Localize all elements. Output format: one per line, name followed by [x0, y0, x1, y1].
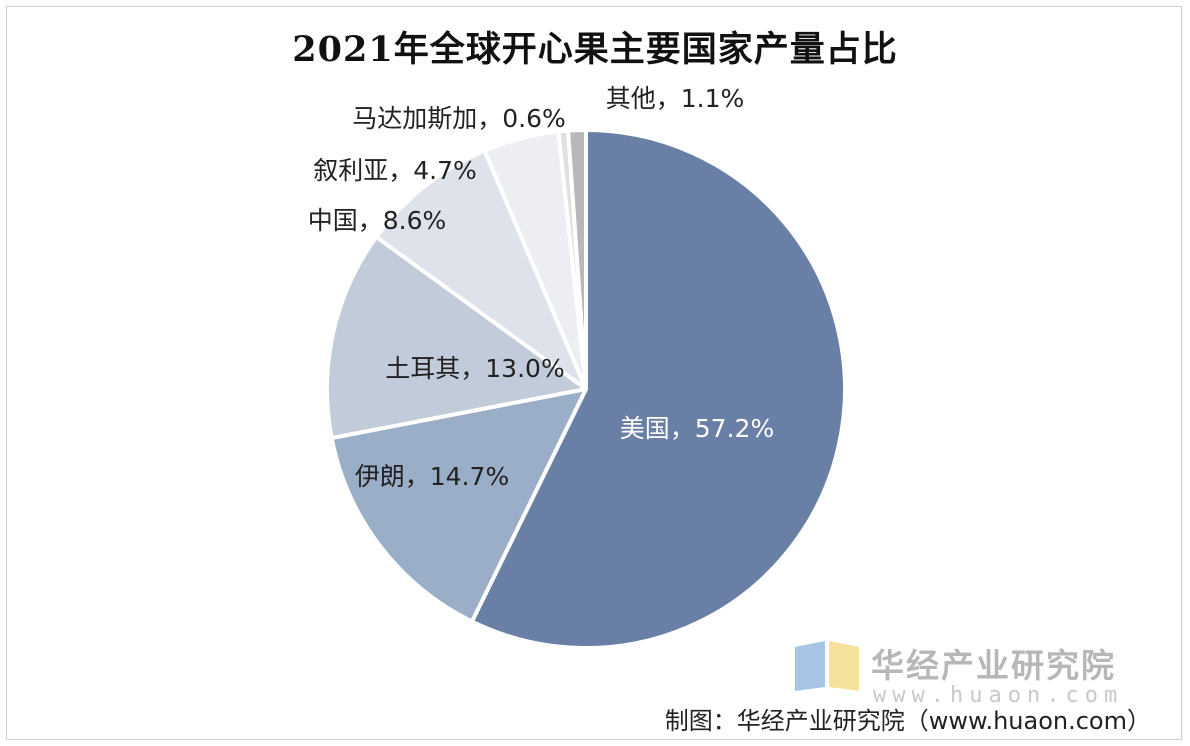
watermark-name: 华经产业研究院	[871, 646, 1116, 685]
watermark-logo-icon	[795, 641, 859, 691]
pie-slice-2	[329, 387, 588, 624]
slice-label-3: 土耳其，13.0%	[385, 354, 564, 383]
pie-slice-3	[325, 234, 588, 440]
slice-label-2: 伊朗，14.7%	[355, 462, 509, 491]
watermark-url: www.huaon.com	[873, 683, 1124, 708]
pie-chart: 美国，57.2% 伊朗，14.7% 土耳其，13.0% 中国，8.6% 叙利亚，4.7%…	[308, 84, 847, 650]
chart-frame: 2021年全球开心果主要国家产量占比 美国，57.2% 伊朗，14.7% 土耳其，1…	[6, 6, 1182, 740]
pie-slice-7	[566, 128, 588, 391]
slice-label-6: 马达加斯加，0.6%	[352, 104, 566, 133]
pie-slice-4	[374, 148, 588, 391]
slice-label-5: 叙利亚，4.7%	[313, 156, 477, 185]
pie-slice-1	[469, 128, 847, 650]
slice-label-1: 美国，57.2%	[620, 414, 774, 443]
slice-label-4: 中国，8.6%	[308, 206, 447, 235]
source-note: 制图：华经产业研究院（www.huaon.com）	[664, 707, 1151, 735]
slice-label-7: 其他，1.1%	[606, 84, 745, 113]
chart-title: 2021年全球开心果主要国家产量占比	[292, 29, 898, 70]
